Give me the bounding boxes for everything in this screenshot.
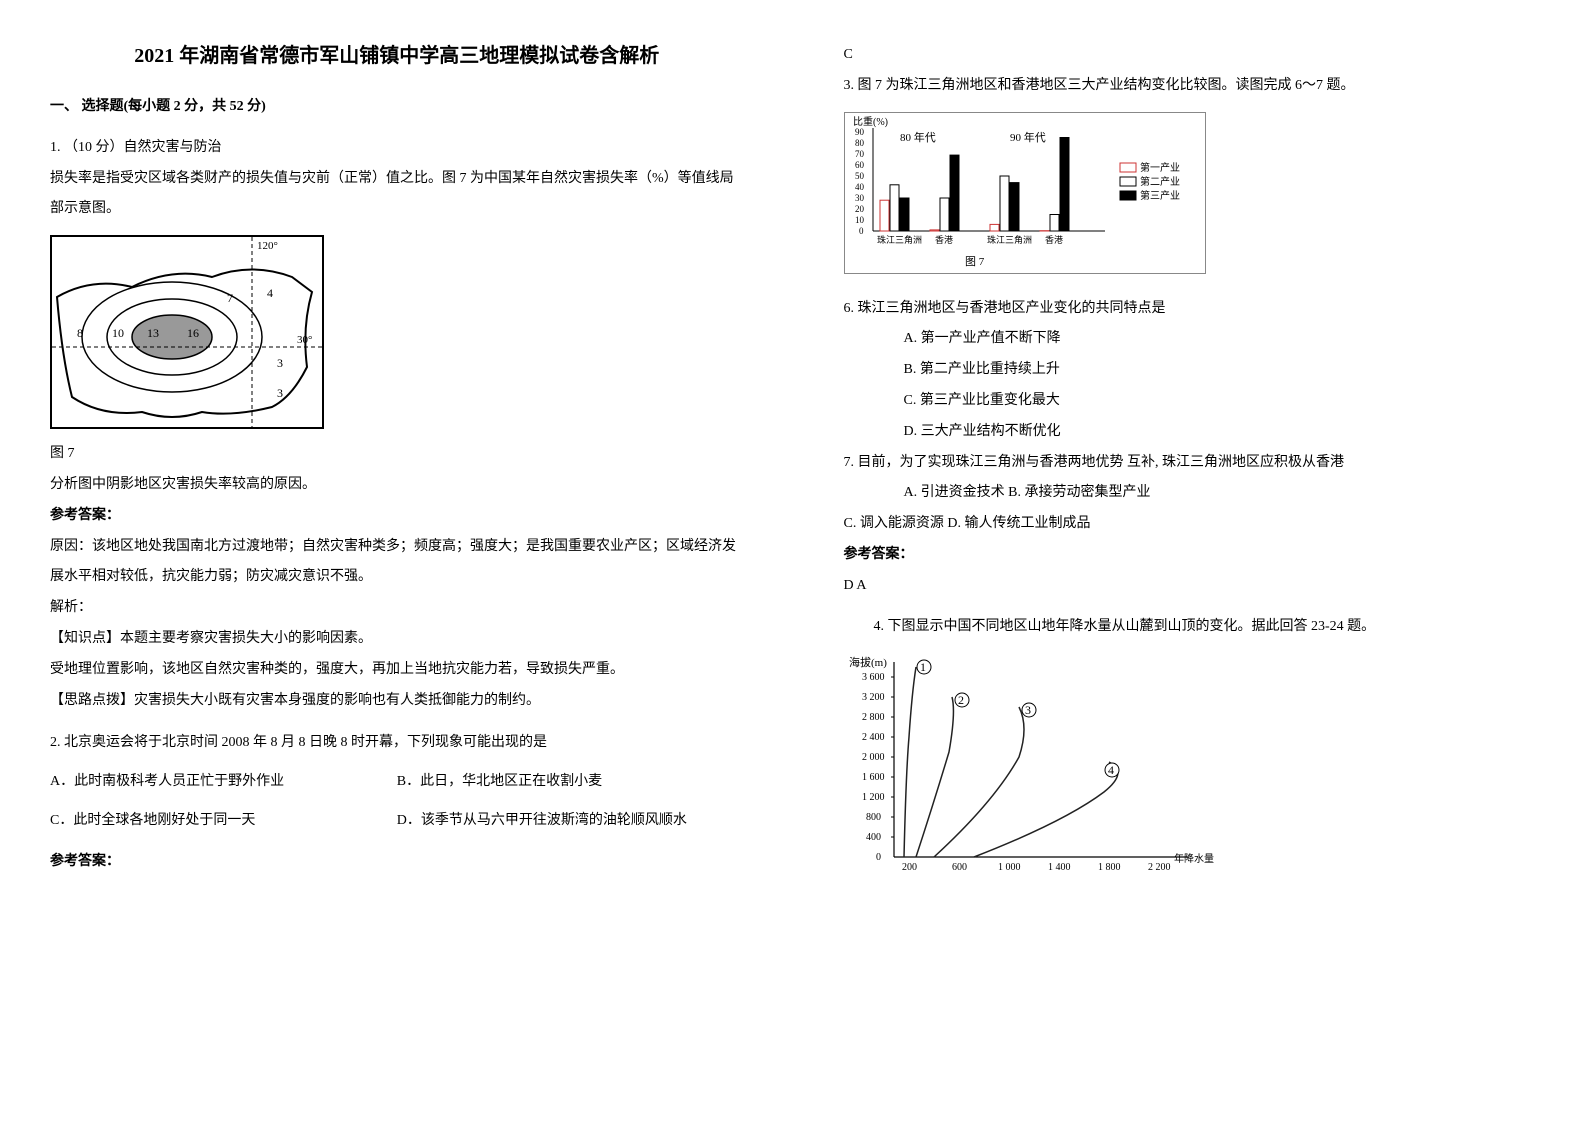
svg-text:80: 80	[855, 138, 865, 148]
era1-label: 80 年代	[900, 130, 936, 144]
svg-text:30: 30	[855, 193, 865, 203]
svg-text:50: 50	[855, 171, 865, 181]
svg-text:400: 400	[866, 832, 881, 843]
q2-answer: C	[844, 40, 1538, 71]
svg-text:第一产业: 第一产业	[1140, 161, 1180, 174]
svg-text:3 600: 3 600	[862, 672, 885, 683]
svg-text:600: 600	[952, 862, 967, 873]
q2-optD: D．该季节从马六甲开往波斯湾的油轮顺风顺水	[397, 806, 744, 837]
q7-optB: B. 承接劳动密集型产业	[1008, 485, 1150, 500]
lon-label: 120°	[257, 240, 278, 252]
lat-label: 30°	[297, 334, 312, 346]
q2-options: A．此时南极科考人员正忙于野外作业 B．此日，华北地区正在收割小麦	[50, 767, 744, 798]
q6-optA: A. 第一产业产值不断下降	[904, 324, 1538, 355]
svg-text:10: 10	[112, 326, 124, 340]
q2-options2: C．此时全球各地刚好处于同一天 D．该季节从马六甲开往波斯湾的油轮顺风顺水	[50, 806, 744, 837]
q1-map-figure: 120° 30° 8 10 13 16 7 4 3 3	[50, 235, 324, 429]
svg-text:1 000: 1 000	[998, 862, 1021, 873]
svg-text:1 600: 1 600	[862, 772, 885, 783]
right-column: C 3. 图 7 为珠江三角洲地区和香港地区三大产业结构变化比较图。读图完成 6…	[794, 0, 1587, 1122]
svg-text:3: 3	[1025, 703, 1031, 717]
svg-text:0: 0	[876, 852, 881, 863]
svg-text:10: 10	[855, 215, 865, 225]
q7-optA: A. 引进资金技术	[904, 485, 1005, 500]
svg-text:8: 8	[77, 326, 83, 340]
svg-text:珠江三角洲: 珠江三角洲	[987, 234, 1032, 245]
svg-text:2 400: 2 400	[862, 732, 885, 743]
svg-text:4: 4	[1108, 763, 1114, 777]
q2-optC: C．此时全球各地刚好处于同一天	[50, 806, 397, 837]
svg-text:1: 1	[920, 660, 926, 674]
svg-text:第二产业: 第二产业	[1140, 175, 1180, 188]
q6-optC: C. 第三产业比重变化最大	[904, 386, 1538, 417]
era2-label: 90 年代	[1010, 130, 1046, 144]
svg-text:13: 13	[147, 326, 159, 340]
q6-stem: 6. 珠江三角洲地区与香港地区产业变化的共同特点是	[844, 294, 1538, 325]
q7-stem: 7. 目前，为了实现珠江三角洲与香港两地优势 互补, 珠江三角洲地区应积极从香港	[844, 448, 1538, 479]
svg-text:90: 90	[855, 127, 865, 137]
svg-text:2 800: 2 800	[862, 712, 885, 723]
svg-text:第三产业: 第三产业	[1140, 189, 1180, 202]
q3-answer: D A	[844, 571, 1538, 602]
bar-caption: 图 7	[965, 255, 985, 268]
svg-text:年降水量(mm): 年降水量(mm)	[1174, 852, 1214, 865]
q1-analysis-body1: 受地理位置影响，该地区自然灾害种类的，强度大，再加上当地抗灾能力若，导致损失严重…	[50, 655, 744, 686]
q6-optD: D. 三大产业结构不断优化	[904, 417, 1538, 448]
svg-text:2: 2	[958, 693, 964, 707]
q1-knowpoint: 【知识点】本题主要考察灾害损失大小的影响因素。	[50, 624, 744, 655]
q1-stem-line2: 损失率是指受灾区域各类财产的损失值与灾前（正常）值之比。图 7 为中国某年自然灾…	[50, 164, 744, 226]
page-title: 2021 年湖南省常德市军山铺镇中学高三地理模拟试卷含解析	[50, 40, 744, 72]
q1-stem-line1: 1. （10 分）自然灾害与防治	[50, 133, 744, 164]
q2-stem: 2. 北京奥运会将于北京时间 2008 年 8 月 8 日晚 8 时开幕，下列现…	[50, 728, 744, 759]
q2-optA: A．此时南极科考人员正忙于野外作业	[50, 767, 397, 798]
q1-map-caption: 图 7	[50, 439, 744, 470]
q1-analysis-body2: 【思路点拨】灾害损失大小既有灾害本身强度的影响也有人类抵御能力的制约。	[50, 686, 744, 717]
q3-answer-label: 参考答案：	[844, 540, 1538, 571]
svg-text:3: 3	[277, 356, 283, 370]
section-header: 一、 选择题(每小题 2 分，共 52 分)	[50, 92, 744, 123]
q7-optD: D. 输人传统工业制成品	[947, 516, 1090, 531]
q3-bar-chart: 比重(%) 90 80 70 60 50 40 30 20 10 0 80 年代…	[844, 112, 1206, 274]
q1-task: 分析图中阴影地区灾害损失率较高的原因。	[50, 470, 744, 501]
q2-optB: B．此日，华北地区正在收割小麦	[397, 767, 744, 798]
svg-text:4: 4	[267, 286, 273, 300]
q2-answer-label: 参考答案：	[50, 847, 744, 878]
svg-text:3 200: 3 200	[862, 692, 885, 703]
svg-text:800: 800	[866, 812, 881, 823]
q4-stem: 4. 下图显示中国不同地区山地年降水量从山麓到山顶的变化。据此回答 23-24 …	[874, 612, 1538, 643]
svg-text:香港: 香港	[1045, 234, 1063, 245]
q1-answer-body: 原因：该地区地处我国南北方过渡地带；自然灾害种类多；频度高；强度大；是我国重要农…	[50, 532, 744, 594]
svg-text:200: 200	[902, 862, 917, 873]
left-column: 2021 年湖南省常德市军山铺镇中学高三地理模拟试卷含解析 一、 选择题(每小题…	[0, 0, 794, 1122]
q1-analysis-label: 解析：	[50, 593, 744, 624]
q3-stem: 3. 图 7 为珠江三角洲地区和香港地区三大产业结构变化比较图。读图完成 6～7…	[844, 71, 1538, 102]
svg-text:1 200: 1 200	[862, 792, 885, 803]
svg-text:20: 20	[855, 204, 865, 214]
svg-text:3: 3	[277, 386, 283, 400]
svg-text:16: 16	[187, 326, 199, 340]
q4-line-chart: 海拔(m) 3 600 3 200 2 800 2 400 2 000 1 60…	[844, 652, 1214, 882]
svg-text:2 200: 2 200	[1148, 862, 1171, 873]
svg-text:7: 7	[227, 291, 233, 305]
svg-text:2 000: 2 000	[862, 752, 885, 763]
q1-answer-label: 参考答案：	[50, 501, 744, 532]
svg-text:60: 60	[855, 160, 865, 170]
q7-optC: C. 调入能源资源	[844, 516, 944, 531]
svg-text:1 800: 1 800	[1098, 862, 1121, 873]
svg-text:0: 0	[859, 226, 864, 236]
svg-text:海拔(m): 海拔(m)	[849, 655, 887, 669]
svg-text:香港: 香港	[935, 234, 953, 245]
q6-optB: B. 第二产业比重持续上升	[904, 355, 1538, 386]
svg-text:40: 40	[855, 182, 865, 192]
svg-text:珠江三角洲: 珠江三角洲	[877, 234, 922, 245]
svg-text:1 400: 1 400	[1048, 862, 1071, 873]
svg-text:70: 70	[855, 149, 865, 159]
